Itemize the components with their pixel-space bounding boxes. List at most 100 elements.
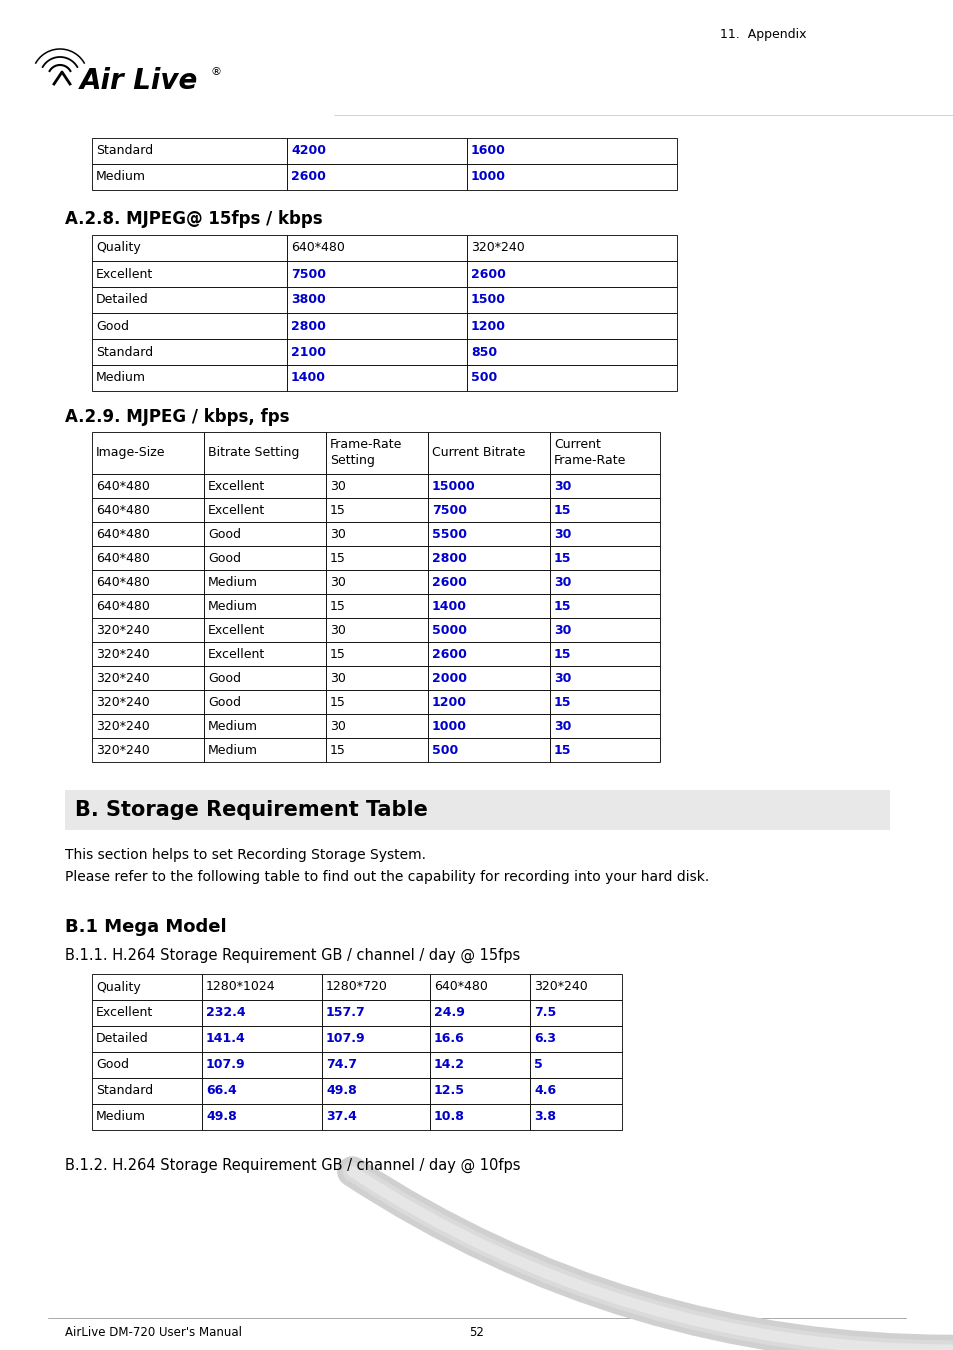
Text: 3.8: 3.8 [534,1111,556,1123]
Text: 2100: 2100 [291,346,326,359]
Text: 1200: 1200 [471,320,505,332]
Text: 4.6: 4.6 [534,1084,556,1098]
Bar [91,498,204,522]
Text: Detailed: Detailed [96,1033,149,1045]
Bar [204,570,326,594]
Bar [91,690,204,714]
Text: 640*480: 640*480 [96,599,150,613]
Bar [287,138,467,163]
Bar [550,594,659,618]
Text: 7500: 7500 [291,267,326,281]
Text: Medium: Medium [208,599,257,613]
Text: 15: 15 [330,504,346,517]
Text: 24.9: 24.9 [434,1007,464,1019]
Bar [204,474,326,498]
Text: Good: Good [208,552,241,564]
Text: 15: 15 [330,648,346,660]
Text: 52: 52 [469,1326,484,1339]
Bar [204,594,326,618]
Text: AirLive DM-720 User's Manual: AirLive DM-720 User's Manual [65,1326,242,1339]
Bar [204,432,326,474]
Text: 640*480: 640*480 [96,552,150,564]
Text: 30: 30 [554,720,571,733]
Bar [91,594,204,618]
Bar [530,1000,621,1026]
Text: Excellent: Excellent [208,479,265,493]
Bar [91,973,202,1000]
Bar [550,738,659,761]
Bar [550,498,659,522]
Bar [287,339,467,365]
Text: 1400: 1400 [291,371,326,385]
Bar [322,1000,430,1026]
Text: Medium: Medium [96,170,146,184]
Text: 2600: 2600 [471,267,505,281]
Text: 107.9: 107.9 [326,1033,365,1045]
Bar [287,313,467,339]
Bar [428,666,550,690]
Bar [428,690,550,714]
Text: 4200: 4200 [291,144,326,158]
Bar [202,973,322,1000]
Text: 7500: 7500 [432,504,467,517]
Text: 1400: 1400 [432,599,467,613]
Text: 30: 30 [554,479,571,493]
Bar [428,714,550,738]
Text: 2600: 2600 [291,170,326,184]
Bar [467,261,677,288]
Bar [550,714,659,738]
Bar [91,432,204,474]
Text: 1200: 1200 [432,695,467,709]
Bar [326,666,428,690]
Text: 30: 30 [330,528,346,540]
Text: 320*240: 320*240 [96,695,150,709]
Text: 30: 30 [554,528,571,540]
Text: 500: 500 [471,371,497,385]
Text: 30: 30 [330,624,346,636]
Bar [550,545,659,570]
Text: 15: 15 [554,744,571,756]
Text: 30: 30 [330,720,346,733]
Text: 640*480: 640*480 [96,575,150,589]
Text: Good: Good [208,695,241,709]
Text: B.1 Mega Model: B.1 Mega Model [65,918,227,936]
Text: Standard: Standard [96,346,153,359]
Bar [204,690,326,714]
Text: Medium: Medium [208,720,257,733]
Text: 640*480: 640*480 [291,242,345,255]
Text: 2800: 2800 [291,320,326,332]
Text: 320*240: 320*240 [96,648,150,660]
Bar [287,288,467,313]
Text: 640*480: 640*480 [96,528,150,540]
Text: 10.8: 10.8 [434,1111,464,1123]
Text: 7.5: 7.5 [534,1007,556,1019]
Bar [428,474,550,498]
Bar [550,643,659,666]
Text: This section helps to set Recording Storage System.: This section helps to set Recording Stor… [65,848,426,863]
Text: 5000: 5000 [432,624,467,636]
Bar [91,339,287,365]
Text: 15: 15 [554,599,571,613]
Text: Frame-Rate
Setting: Frame-Rate Setting [330,439,402,467]
Text: 2600: 2600 [432,575,466,589]
Bar [91,738,204,761]
Text: Good: Good [96,1058,129,1072]
Text: Medium: Medium [96,371,146,385]
Text: Image-Size: Image-Size [96,447,165,459]
Bar [430,1079,530,1104]
Text: 16.6: 16.6 [434,1033,464,1045]
Bar [430,1026,530,1052]
Bar [326,690,428,714]
Text: 5500: 5500 [432,528,467,540]
Bar [204,643,326,666]
Bar [202,1052,322,1079]
Bar [322,973,430,1000]
Text: 2000: 2000 [432,671,467,684]
Bar [550,570,659,594]
Text: 1000: 1000 [471,170,505,184]
Bar [430,1052,530,1079]
Bar [430,1104,530,1130]
Bar [287,261,467,288]
Bar [204,498,326,522]
Text: Medium: Medium [208,575,257,589]
